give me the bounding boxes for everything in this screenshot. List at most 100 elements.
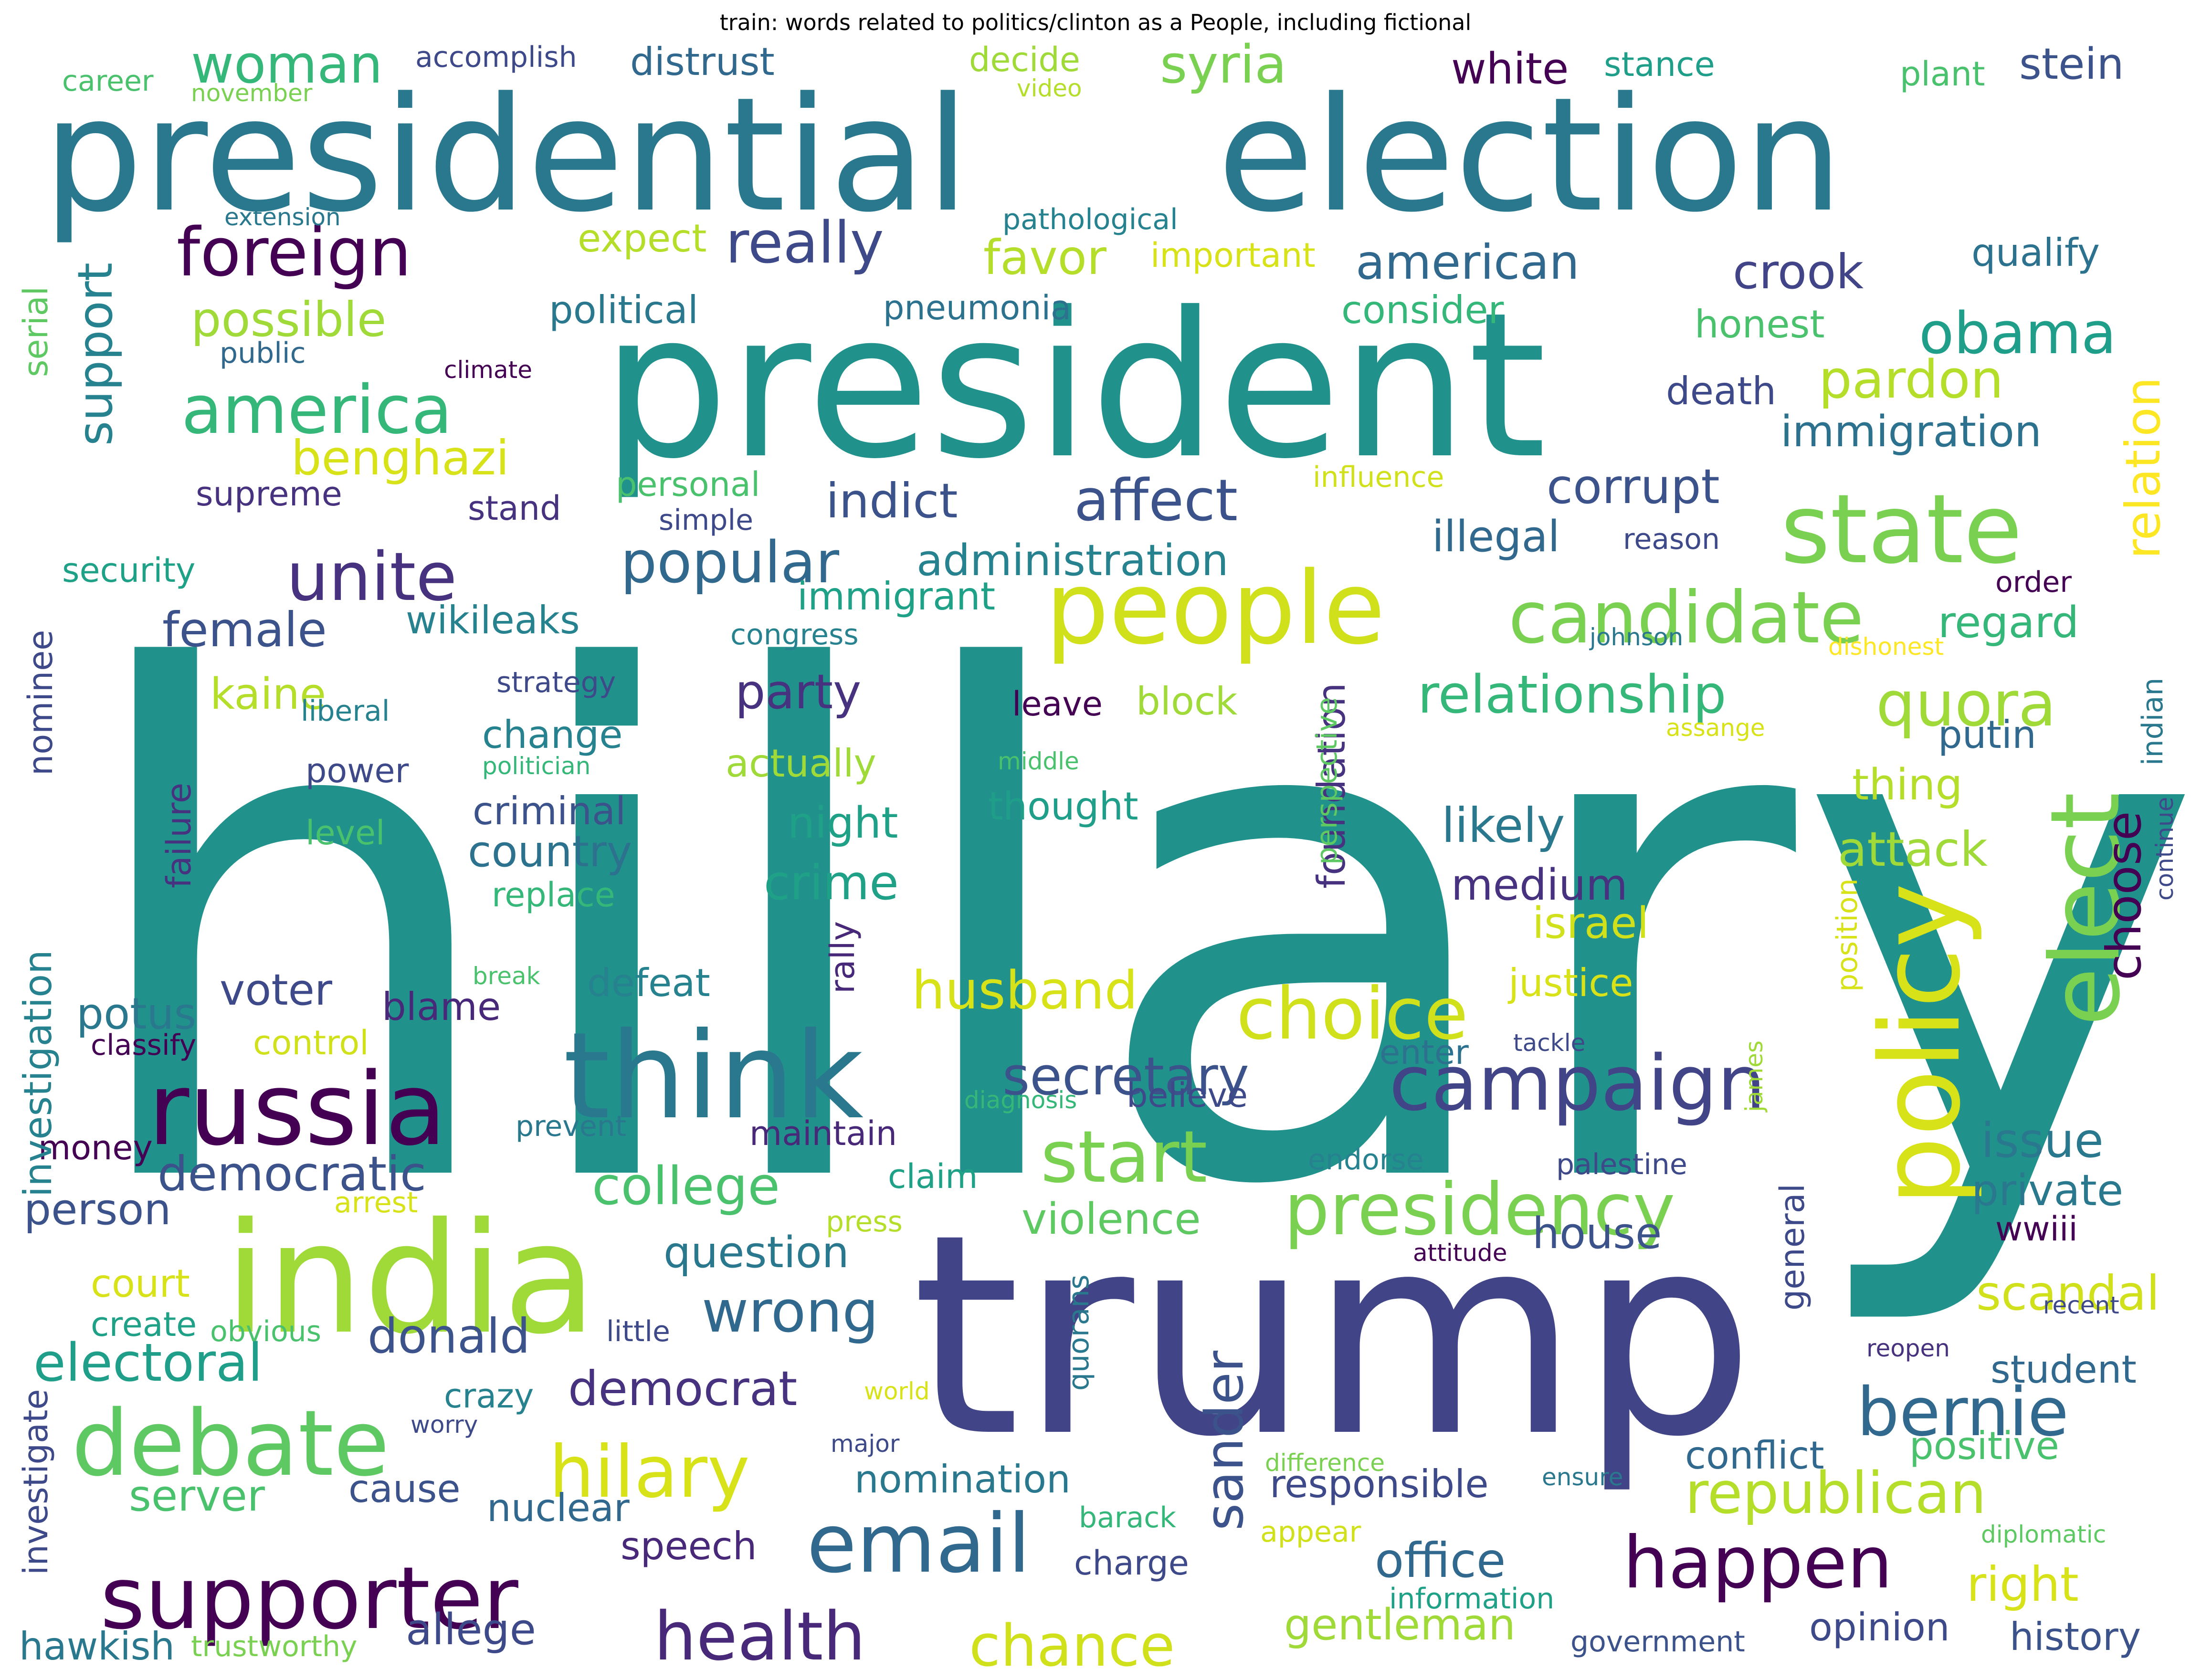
word-endorse: endorse xyxy=(1308,1143,1424,1176)
word-claim: claim xyxy=(888,1157,978,1196)
word-november: november xyxy=(191,79,313,107)
word-white: white xyxy=(1451,44,1569,94)
word-female: female xyxy=(162,602,327,658)
word-immigration: immigration xyxy=(1780,407,2042,457)
word-barack: barack xyxy=(1079,1501,1177,1534)
word-nomination: nomination xyxy=(854,1457,1071,1502)
word-hawkish: hawkish xyxy=(19,1624,175,1669)
word-investigate: investigate xyxy=(16,1389,55,1575)
figure-title: train: words related to politics/clinton… xyxy=(719,10,1472,35)
word-accomplish: accomplish xyxy=(415,41,577,74)
word-diagnosis: diagnosis xyxy=(964,1086,1077,1114)
word-benghazi: benghazi xyxy=(291,430,509,486)
word-classify: classify xyxy=(91,1029,197,1062)
word-johnson: johnson xyxy=(1590,623,1684,651)
word-wrong: wrong xyxy=(702,1279,879,1345)
word-serial: serial xyxy=(16,286,55,377)
word-campaign: campaign xyxy=(1389,1039,1766,1128)
word-defeat: defeat xyxy=(587,961,710,1005)
word-student: student xyxy=(1991,1347,2137,1392)
word-illegal: illegal xyxy=(1432,512,1560,562)
word-wwiii: wwiii xyxy=(1995,1209,2078,1249)
word-unite: unite xyxy=(286,538,457,616)
word-believe: believe xyxy=(1127,1076,1248,1115)
word-putin: putin xyxy=(1938,713,2036,757)
word-indian: indian xyxy=(2136,677,2170,766)
word-personal: personal xyxy=(616,465,760,504)
word-chance: chance xyxy=(969,1613,1175,1680)
word-hilary: hilary xyxy=(549,1431,750,1514)
word-expect: expect xyxy=(578,216,707,261)
word-replace: replace xyxy=(492,875,615,914)
word-quora: quora xyxy=(1876,668,2056,740)
word-happen: happen xyxy=(1623,1522,1893,1605)
word-president: president xyxy=(601,270,1547,503)
word-career: career xyxy=(62,64,154,98)
word-house: house xyxy=(1532,1208,1662,1259)
word-india: india xyxy=(224,1190,597,1368)
word-information: information xyxy=(1389,1582,1555,1616)
word-corrupt: corrupt xyxy=(1547,459,1720,514)
word-allege: allege xyxy=(406,1605,537,1655)
word-people: people xyxy=(1045,550,1385,667)
word-woman: woman xyxy=(191,34,383,95)
word-pneumonia: pneumonia xyxy=(883,288,1071,327)
word-charge: charge xyxy=(1074,1544,1189,1583)
word-stein: stein xyxy=(2019,39,2124,89)
word-actually: actually xyxy=(726,741,876,786)
word-thing: thing xyxy=(1852,760,1963,810)
word-important: important xyxy=(1150,236,1316,275)
word-opinion: opinion xyxy=(1809,1605,1950,1649)
word-money: money xyxy=(38,1128,153,1167)
word-possible: possible xyxy=(191,292,387,347)
word-plant: plant xyxy=(1900,54,1985,94)
word-nuclear: nuclear xyxy=(487,1486,630,1530)
word-sander: sander xyxy=(1194,1350,1255,1531)
word-maintain: maintain xyxy=(749,1114,897,1153)
word-difference: difference xyxy=(1265,1449,1385,1477)
word-indict: indict xyxy=(826,473,958,529)
word-donald: donald xyxy=(368,1308,530,1364)
word-responsible: responsible xyxy=(1270,1462,1489,1506)
word-really: really xyxy=(726,210,884,276)
word-wikileaks: wikileaks xyxy=(406,598,580,642)
word-office: office xyxy=(1375,1533,1506,1588)
word-likely: likely xyxy=(1442,798,1565,853)
word-order: order xyxy=(1995,566,2072,599)
word-person: person xyxy=(24,1185,171,1235)
word-change: change xyxy=(482,713,623,757)
word-medium: medium xyxy=(1451,860,1628,910)
word-pardon: pardon xyxy=(1819,349,2004,410)
word-power: power xyxy=(305,751,409,790)
word-cloud: hillary trump president presidential electio… xyxy=(14,34,2191,1680)
word-little: little xyxy=(606,1315,670,1348)
word-immigrant: immigrant xyxy=(797,574,996,619)
word-attack: attack xyxy=(1838,821,1988,877)
word-enter: enter xyxy=(1380,1033,1469,1072)
word-block: block xyxy=(1136,679,1238,724)
word-candidate: candidate xyxy=(1508,577,1864,660)
word-create: create xyxy=(91,1305,197,1344)
word-honest: honest xyxy=(1695,302,1825,346)
word-middle: middle xyxy=(998,747,1079,775)
word-assange: assange xyxy=(1666,714,1765,742)
word-pathological: pathological xyxy=(1002,203,1178,236)
word-regard: regard xyxy=(1938,598,2079,648)
word-election: election xyxy=(1217,63,1843,247)
word-position: position xyxy=(1831,878,1864,992)
word-strategy: strategy xyxy=(496,666,616,699)
word-question: question xyxy=(664,1228,849,1278)
word-state: state xyxy=(1780,474,2022,585)
word-recent: recent xyxy=(2043,1292,2119,1319)
word-private: private xyxy=(1971,1166,2124,1216)
word-quorans: quorans xyxy=(1062,1274,1096,1391)
word-country: country xyxy=(468,827,632,877)
word-qualify: qualify xyxy=(1971,231,2100,275)
word-criminal: criminal xyxy=(473,789,626,833)
word-scandal: scandal xyxy=(1976,1265,2160,1321)
word-political: political xyxy=(549,288,699,332)
word-relationship: relationship xyxy=(1418,664,1727,725)
word-think: think xyxy=(563,1007,864,1145)
word-issue: issue xyxy=(1981,1113,2104,1168)
word-tackle: tackle xyxy=(1513,1029,1586,1057)
